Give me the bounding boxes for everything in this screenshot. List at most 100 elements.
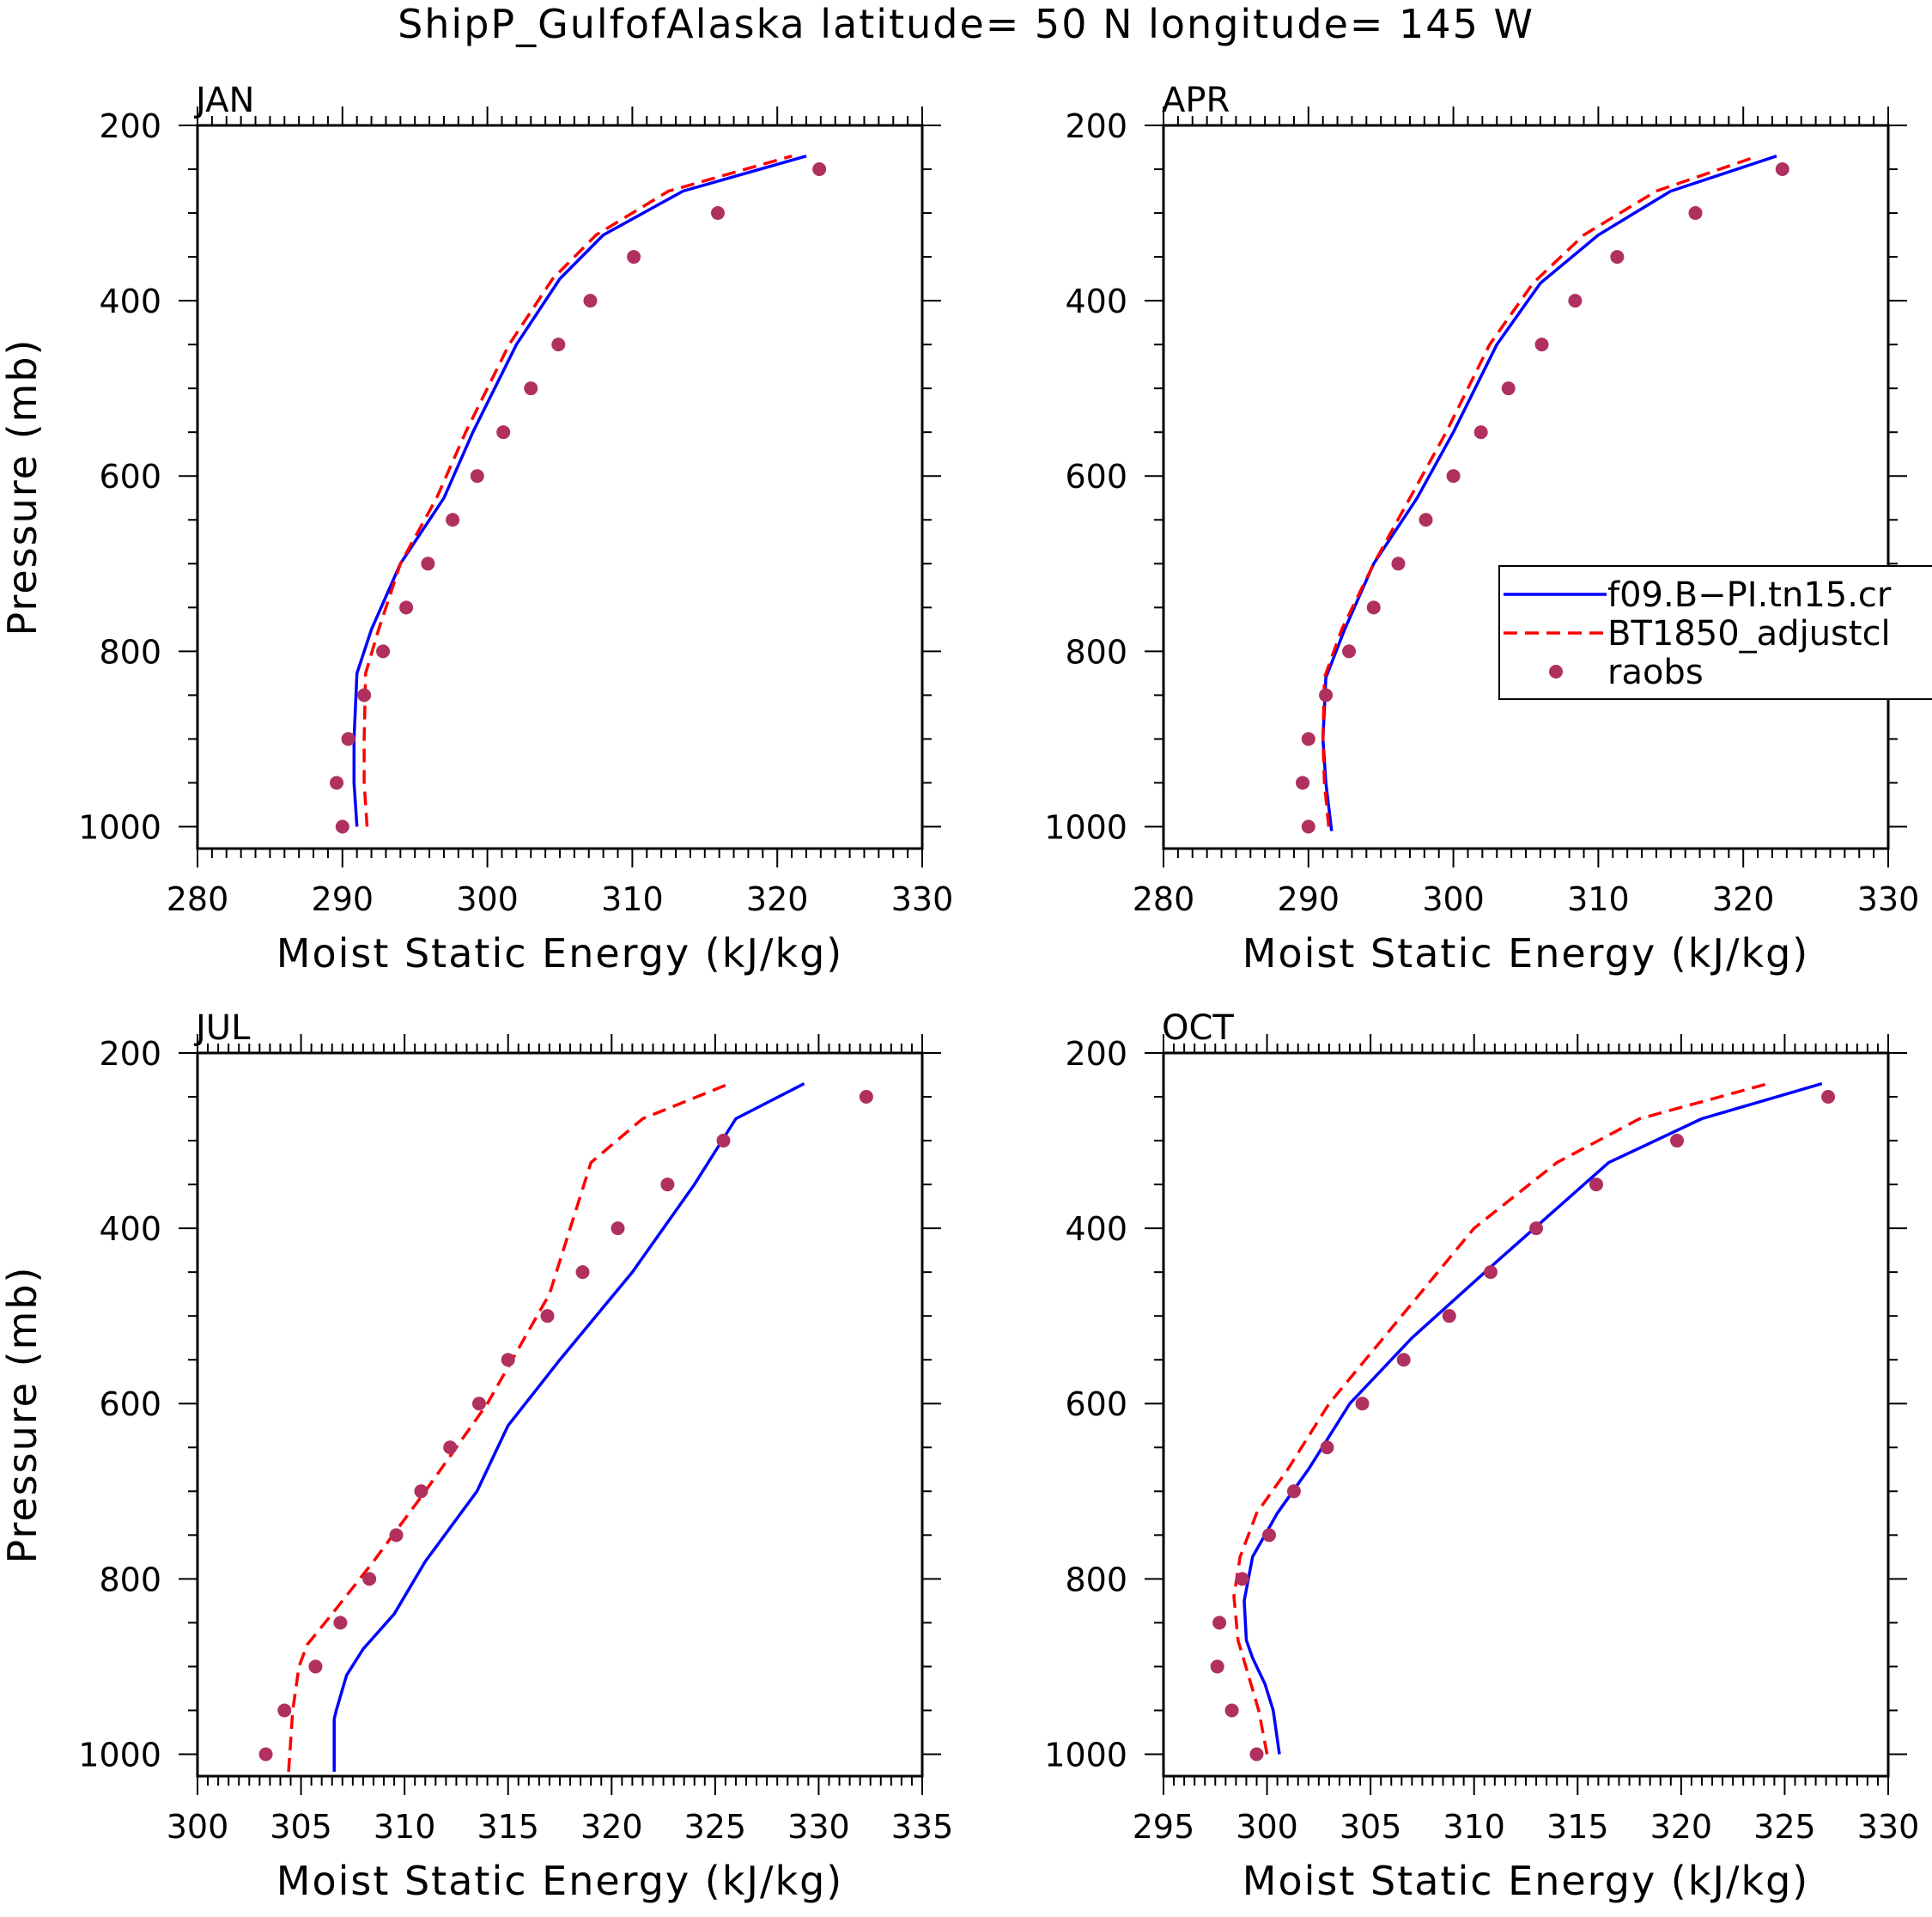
panels: JAN 280 290 300 310 320 330 200 400 600 800 1000 Moi… bbox=[0, 81, 1932, 1904]
raobs-point bbox=[1319, 688, 1334, 703]
series-line-bt1850 bbox=[1232, 1082, 1769, 1755]
x-tick-label: 280 bbox=[167, 880, 229, 918]
y-tick-label: 1000 bbox=[78, 1736, 161, 1774]
series-line-f09 bbox=[1321, 155, 1777, 831]
raobs-point bbox=[1301, 732, 1315, 746]
raobs-point bbox=[362, 1572, 377, 1586]
y-tick-label: 800 bbox=[99, 633, 161, 671]
y-tick-label: 1000 bbox=[1044, 1736, 1127, 1774]
raobs-point bbox=[1568, 294, 1583, 308]
raobs-point bbox=[859, 1090, 873, 1105]
raobs-point bbox=[1501, 381, 1516, 396]
raobs-point bbox=[812, 162, 827, 177]
legend-label: raobs bbox=[1607, 653, 1704, 692]
x-tick-label: 330 bbox=[1857, 880, 1920, 918]
figure-title: ShipP_GulfofAlaska latitude= 50 N longit… bbox=[398, 1, 1534, 47]
raobs-point bbox=[1320, 1440, 1334, 1455]
y-tick-label: 600 bbox=[1065, 458, 1127, 496]
raobs-point bbox=[308, 1659, 323, 1674]
raobs-point bbox=[471, 1397, 486, 1411]
raobs-point bbox=[1589, 1178, 1603, 1192]
plot-frame bbox=[1162, 124, 1890, 850]
raobs-point bbox=[611, 1221, 625, 1236]
x-tick-label: 320 bbox=[580, 1808, 643, 1846]
raobs-point bbox=[1610, 250, 1625, 265]
x-tick-label: 300 bbox=[1236, 1808, 1298, 1846]
legend-dot-swatch bbox=[1549, 665, 1563, 679]
x-tick-label: 305 bbox=[1340, 1808, 1402, 1846]
raobs-point bbox=[1419, 513, 1433, 527]
x-axis-label: Moist Static Energy (kJ/kg) bbox=[276, 930, 844, 977]
raobs-point bbox=[1301, 819, 1315, 834]
x-tick-label: 310 bbox=[1567, 880, 1630, 918]
raobs-point bbox=[1775, 162, 1789, 177]
plot-frame bbox=[196, 1051, 924, 1778]
raobs-point bbox=[414, 1484, 428, 1499]
raobs-point bbox=[389, 1528, 404, 1543]
raobs-point bbox=[1212, 1616, 1227, 1630]
series-line-f09 bbox=[332, 1082, 805, 1772]
raobs-point bbox=[443, 1440, 458, 1455]
x-tick-label: 325 bbox=[1753, 1808, 1816, 1846]
raobs-point bbox=[333, 1616, 348, 1630]
raobs-point bbox=[357, 688, 372, 703]
raobs-point bbox=[627, 250, 641, 265]
raobs-point bbox=[716, 1134, 731, 1148]
x-tick-label: 310 bbox=[374, 1808, 436, 1846]
y-tick-label: 800 bbox=[1065, 1561, 1127, 1598]
y-tick-label: 600 bbox=[99, 1385, 161, 1423]
raobs-point bbox=[470, 469, 484, 484]
y-tick-label: 1000 bbox=[78, 808, 161, 846]
y-axis-label: Pressure (mb) bbox=[0, 338, 46, 636]
raobs-point bbox=[399, 600, 414, 615]
raobs-point bbox=[1224, 1703, 1239, 1718]
raobs-point bbox=[1391, 557, 1406, 571]
panel-jul: JUL 300 305 310 315 320 325 330 335 200 400 600 800 1… bbox=[0, 1008, 953, 1904]
panel-title: APR bbox=[1162, 81, 1230, 120]
raobs-point bbox=[1442, 1309, 1456, 1324]
panel-apr: APR 280 290 300 310 320 330 200 400 600 800 1000 Moi… bbox=[1044, 81, 1932, 977]
raobs-point bbox=[1473, 425, 1488, 440]
raobs-point bbox=[258, 1747, 273, 1762]
raobs-point bbox=[341, 732, 355, 746]
raobs-point bbox=[421, 557, 435, 571]
x-axis-label: Moist Static Energy (kJ/kg) bbox=[1242, 930, 1810, 977]
raobs-point bbox=[1210, 1659, 1224, 1674]
x-tick-label: 330 bbox=[891, 880, 954, 918]
raobs-point bbox=[710, 206, 725, 221]
panel-title: OCT bbox=[1162, 1008, 1234, 1048]
raobs-point bbox=[540, 1309, 555, 1324]
y-tick-label: 600 bbox=[1065, 1385, 1127, 1423]
x-tick-label: 295 bbox=[1133, 1808, 1195, 1846]
plot-frame bbox=[1162, 1051, 1890, 1778]
raobs-point bbox=[1286, 1484, 1301, 1499]
series-line-bt1850 bbox=[287, 1082, 731, 1773]
raobs-point bbox=[1342, 644, 1357, 659]
raobs-point bbox=[501, 1353, 515, 1367]
y-tick-label: 400 bbox=[99, 283, 161, 320]
x-tick-label: 335 bbox=[891, 1808, 954, 1846]
x-tick-label: 305 bbox=[270, 1808, 332, 1846]
raobs-point bbox=[1821, 1090, 1836, 1105]
raobs-point bbox=[1396, 1353, 1411, 1367]
legend-label: BT1850_adjustcl bbox=[1607, 614, 1891, 654]
raobs-point bbox=[660, 1178, 675, 1192]
raobs-point bbox=[551, 338, 566, 352]
x-tick-label: 330 bbox=[787, 1808, 850, 1846]
raobs-point bbox=[1261, 1528, 1276, 1543]
y-axis-label: Pressure (mb) bbox=[0, 1266, 46, 1564]
y-tick-label: 800 bbox=[99, 1561, 161, 1598]
series-line-bt1850 bbox=[362, 155, 793, 827]
raobs-point bbox=[583, 294, 598, 308]
panel-jan: JAN 280 290 300 310 320 330 200 400 600 800 1000 Moi… bbox=[0, 81, 953, 977]
raobs-point bbox=[376, 644, 391, 659]
x-tick-label: 315 bbox=[1546, 1808, 1609, 1846]
x-tick-label: 310 bbox=[601, 880, 664, 918]
x-tick-label: 300 bbox=[167, 1808, 229, 1846]
raobs-point bbox=[1249, 1747, 1264, 1762]
raobs-point bbox=[335, 819, 349, 834]
plot-frame bbox=[196, 124, 924, 850]
x-tick-label: 310 bbox=[1443, 1808, 1505, 1846]
